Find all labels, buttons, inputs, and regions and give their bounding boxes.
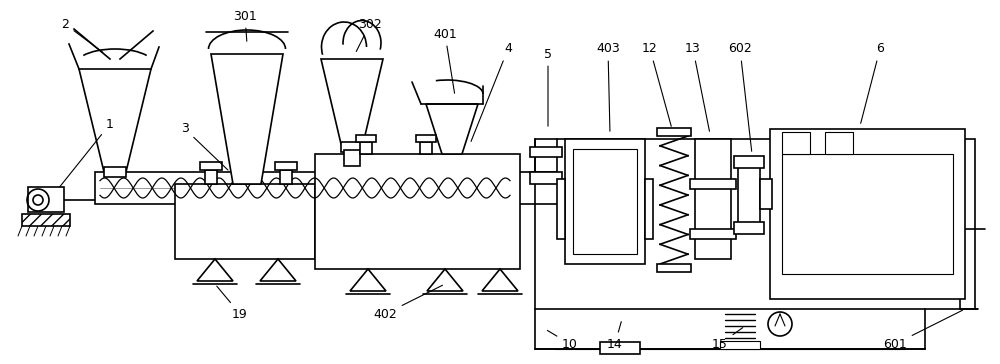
Text: 12: 12 — [642, 43, 671, 126]
Bar — [360, 142, 372, 154]
Bar — [600, 342, 640, 354]
Bar — [104, 167, 126, 177]
Polygon shape — [482, 269, 518, 291]
Bar — [22, 214, 70, 226]
Bar — [690, 229, 736, 239]
Bar — [420, 142, 432, 154]
Text: 6: 6 — [861, 43, 884, 123]
Bar — [530, 147, 562, 157]
Bar — [535, 139, 975, 309]
Bar — [770, 129, 965, 299]
Polygon shape — [427, 269, 463, 291]
Bar — [205, 170, 217, 184]
Text: 13: 13 — [685, 43, 709, 131]
Text: 601: 601 — [883, 310, 963, 351]
Bar — [645, 179, 653, 239]
Bar — [280, 170, 292, 184]
Bar — [356, 135, 376, 142]
Bar — [782, 154, 953, 274]
Text: 401: 401 — [433, 28, 457, 93]
Bar — [175, 184, 315, 259]
Polygon shape — [260, 259, 296, 281]
Text: 10: 10 — [547, 331, 578, 351]
Text: 301: 301 — [233, 9, 257, 41]
Polygon shape — [197, 259, 233, 281]
Bar — [416, 135, 436, 142]
Bar — [690, 179, 736, 189]
Bar — [738, 164, 760, 229]
Bar — [275, 162, 297, 170]
Bar — [657, 128, 691, 136]
Text: 602: 602 — [728, 43, 752, 151]
Text: 4: 4 — [471, 43, 512, 142]
Bar — [825, 132, 853, 154]
Bar — [782, 132, 810, 154]
Bar — [200, 162, 222, 170]
Bar — [657, 264, 691, 272]
Bar — [341, 142, 363, 152]
Polygon shape — [321, 59, 383, 144]
Text: 15: 15 — [712, 328, 743, 351]
Polygon shape — [79, 69, 151, 172]
Bar — [95, 172, 515, 204]
Bar — [760, 179, 772, 209]
Polygon shape — [211, 54, 283, 184]
Bar — [557, 179, 565, 239]
Text: 1: 1 — [60, 118, 114, 187]
Bar — [734, 156, 764, 168]
Polygon shape — [350, 269, 386, 291]
Bar — [530, 172, 562, 184]
Text: 302: 302 — [356, 17, 382, 52]
Text: 3: 3 — [181, 123, 228, 170]
Polygon shape — [426, 104, 478, 154]
Bar — [344, 150, 360, 166]
Bar — [573, 149, 637, 254]
Text: 19: 19 — [217, 286, 248, 320]
Bar — [720, 341, 760, 349]
Bar — [565, 139, 645, 264]
Bar — [315, 154, 520, 269]
Text: 14: 14 — [607, 322, 623, 351]
Text: 402: 402 — [373, 285, 443, 320]
Bar — [734, 222, 764, 234]
Text: 5: 5 — [544, 47, 552, 126]
Text: 2: 2 — [61, 17, 103, 52]
Text: 403: 403 — [596, 43, 620, 131]
Bar — [28, 187, 64, 212]
Bar — [695, 139, 731, 259]
